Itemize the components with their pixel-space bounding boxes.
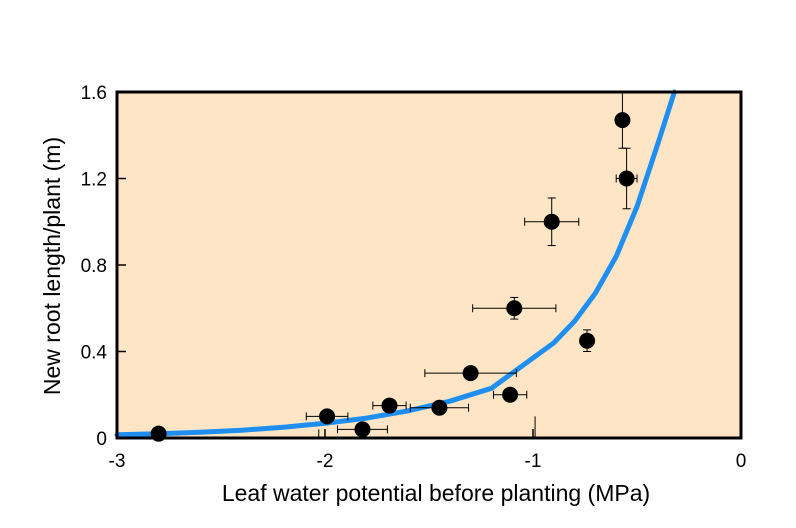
data-point xyxy=(506,300,523,317)
tick-labels: -3 -2 -1 0 0 0.4 0.8 1.2 1.6 xyxy=(81,83,747,472)
data-point xyxy=(462,365,479,382)
x-tick-label: 0 xyxy=(736,451,747,472)
data-point xyxy=(502,386,519,403)
fit-curve-layer xyxy=(114,89,677,438)
x-axis-title: Leaf water potential before planting (MP… xyxy=(222,480,650,506)
data-point xyxy=(543,213,560,230)
data-point xyxy=(354,421,371,438)
y-axis-title: New root length/plant (m) xyxy=(39,137,65,395)
x-tick-label: -2 xyxy=(317,451,334,472)
y-tick-label: 0 xyxy=(96,429,107,450)
data-point xyxy=(431,399,448,416)
y-tick-label: 0.4 xyxy=(81,343,108,364)
y-tick-label: 1.2 xyxy=(81,170,107,191)
data-point xyxy=(579,332,596,349)
plot-area xyxy=(117,92,741,438)
data-point xyxy=(614,112,631,129)
plot-frame xyxy=(115,90,743,440)
data-point xyxy=(381,397,398,414)
y-tick-label: 0.8 xyxy=(81,256,107,277)
data-point xyxy=(319,408,336,425)
fit-curve xyxy=(114,89,677,438)
y-tick-label: 1.6 xyxy=(81,83,107,104)
x-tick-label: -1 xyxy=(525,451,542,472)
data-points-layer xyxy=(150,112,635,442)
x-tick-label: -3 xyxy=(109,451,126,472)
data-point xyxy=(618,170,635,187)
